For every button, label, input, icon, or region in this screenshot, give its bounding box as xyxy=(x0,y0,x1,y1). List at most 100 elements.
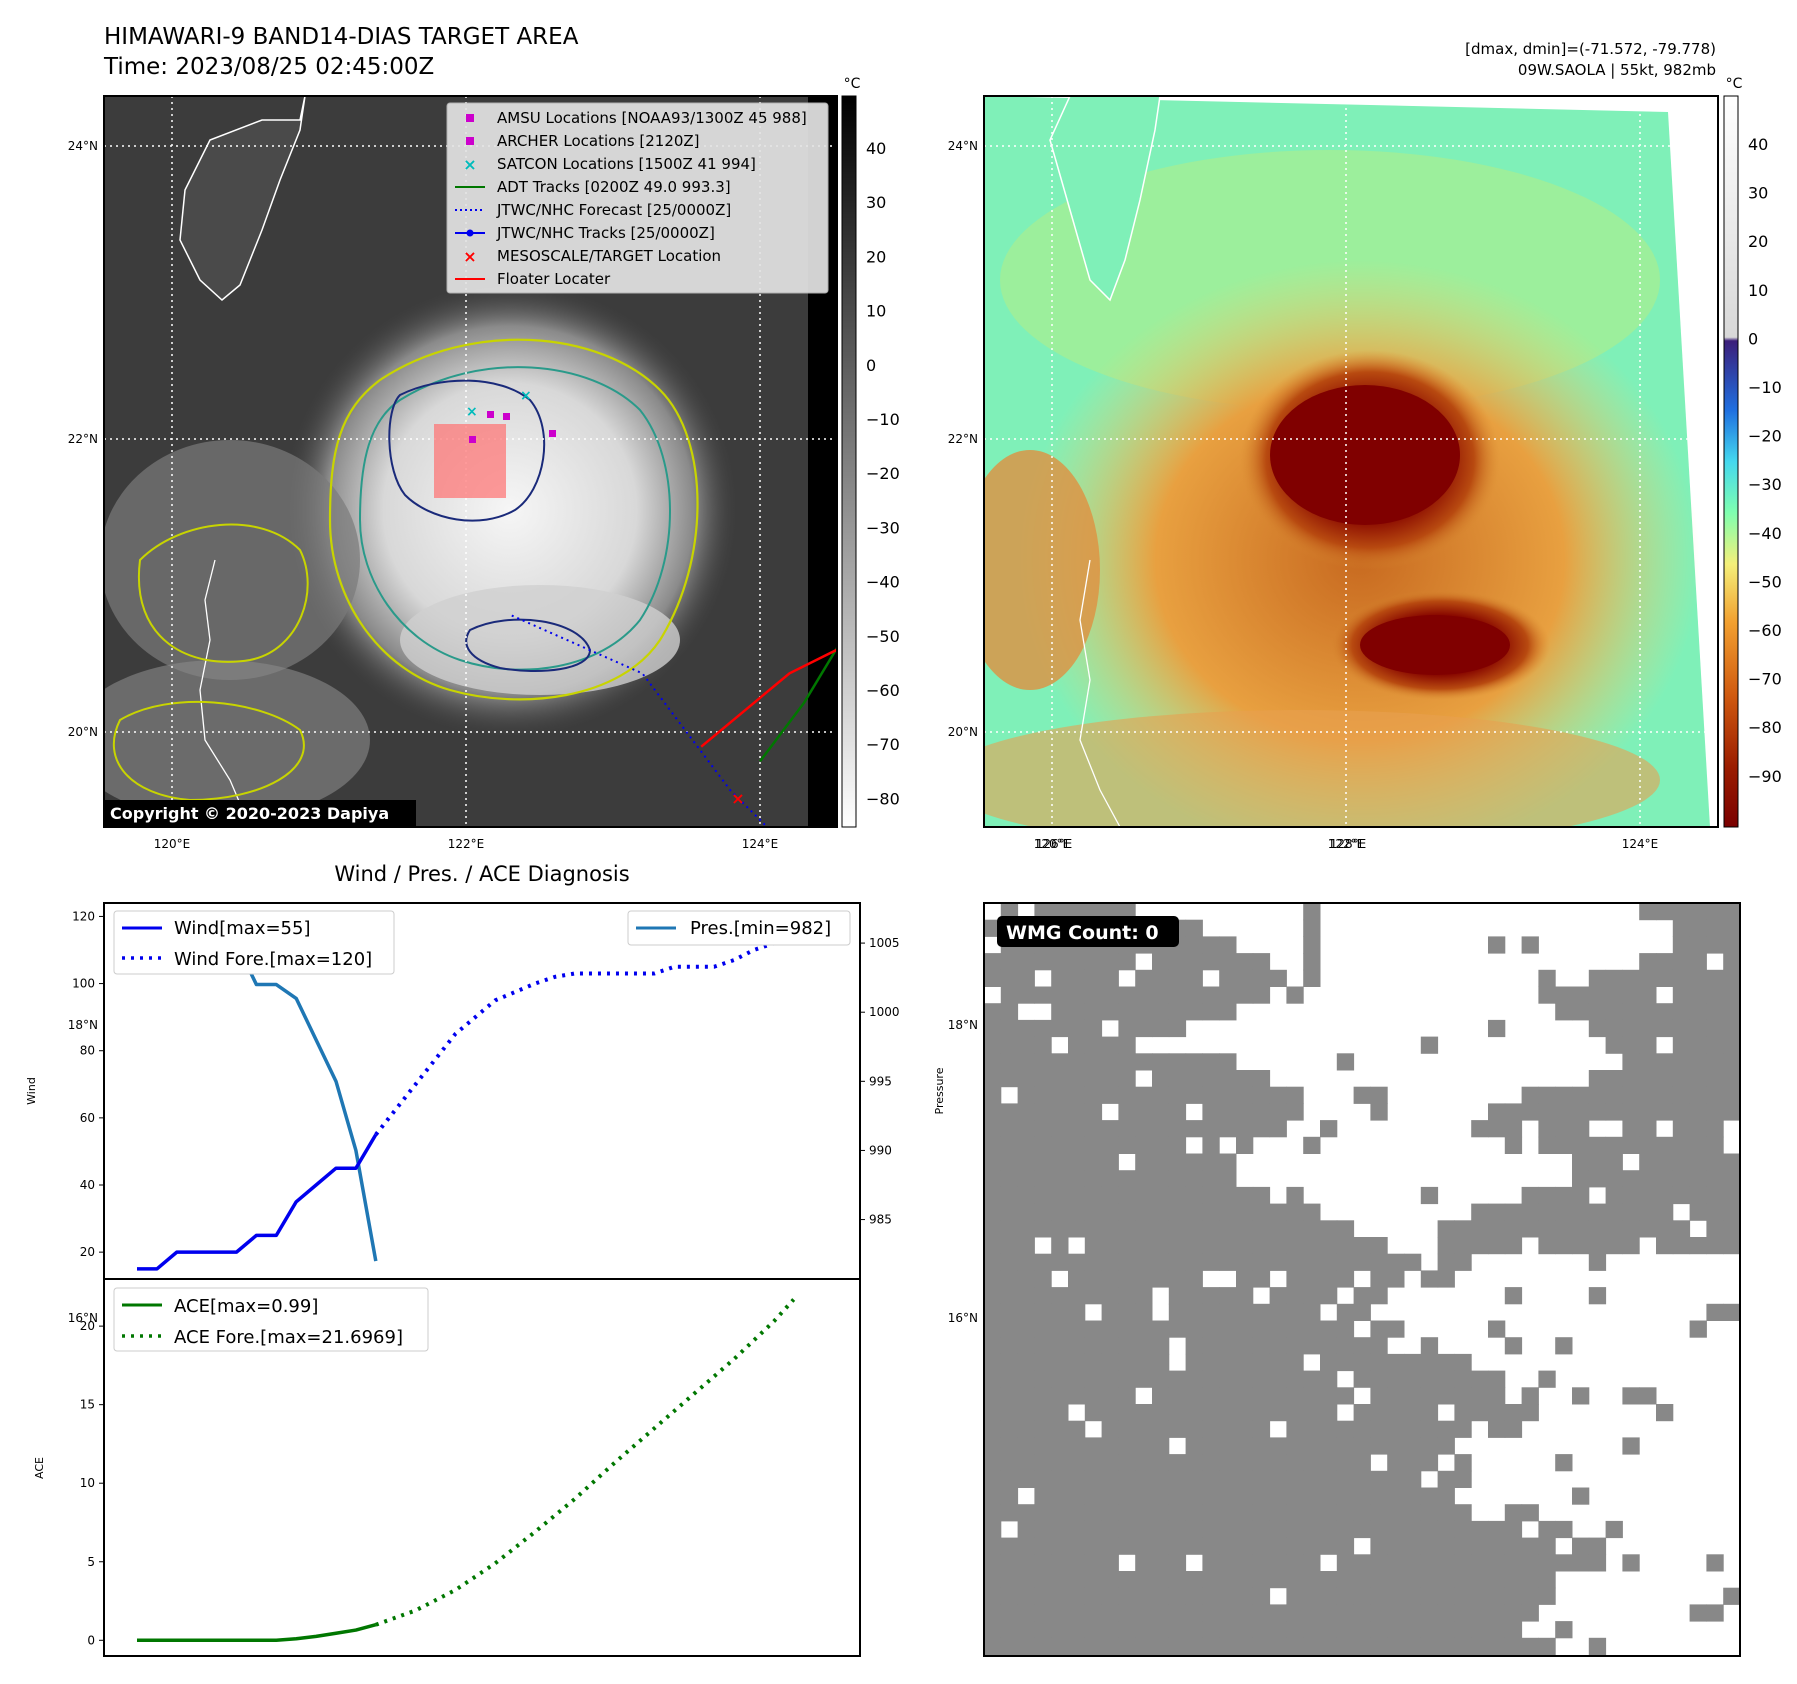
wmg-cell xyxy=(1185,1270,1203,1288)
wmg-cell xyxy=(1084,1270,1103,1288)
wmg-cell xyxy=(1336,1353,1355,1372)
colorbar-tick-label: −90 xyxy=(1748,767,1782,786)
wmg-cell xyxy=(1034,1504,1052,1522)
pressure-legend: Pres.[min=982] xyxy=(627,910,851,946)
wmg-cell xyxy=(1572,1136,1590,1154)
wmg-cell xyxy=(1202,1053,1220,1071)
wmg-cell xyxy=(1152,1404,1170,1422)
wmg-cell xyxy=(1320,1437,1338,1455)
wmg-cell xyxy=(1303,1554,1321,1572)
wmg-cell xyxy=(1672,953,1691,971)
wmg-cell xyxy=(1101,1237,1119,1255)
wmg-cell xyxy=(1672,1186,1691,1205)
wmg-cell xyxy=(1252,1203,1271,1221)
wmg-cell xyxy=(1084,1337,1103,1355)
wmg-cell xyxy=(1269,1404,1287,1422)
wmg-cell xyxy=(1370,1587,1388,1605)
wmg-cell xyxy=(984,1270,1002,1288)
wmg-cell xyxy=(1320,1604,1338,1622)
wmg-cell xyxy=(1672,986,1691,1004)
wmg-cell xyxy=(1370,1320,1388,1338)
wmg-cell xyxy=(1303,969,1321,987)
wmg-cell xyxy=(1454,1621,1472,1639)
wmg-cell xyxy=(1269,1086,1287,1104)
colorbar-tick-label: −40 xyxy=(866,573,900,592)
wmg-cell xyxy=(1555,1003,1573,1021)
wmg-cell xyxy=(1135,1571,1153,1589)
wmg-cell xyxy=(1084,1387,1103,1405)
wmg-cell xyxy=(1420,1353,1439,1372)
wmg-cell xyxy=(1269,1554,1287,1572)
wind-ytick-label: 100 xyxy=(72,977,95,991)
colorbar-tick-label: −60 xyxy=(866,681,900,700)
wmg-cell xyxy=(1219,986,1237,1004)
wmg-cell xyxy=(1236,969,1254,987)
wmg-cell xyxy=(1286,1303,1304,1321)
wmg-cell xyxy=(1269,1571,1287,1589)
wmg-cell xyxy=(1404,1487,1422,1505)
wmg-cell xyxy=(1286,1387,1304,1405)
wmg-cell xyxy=(1118,1637,1136,1655)
wmg-cell xyxy=(1639,986,1657,1004)
wmg-cell xyxy=(1387,1270,1405,1288)
wmg-cell xyxy=(1269,1303,1287,1321)
wmg-cell xyxy=(1084,1404,1103,1422)
wmg-cell xyxy=(1488,1103,1506,1121)
wmg-cell xyxy=(1639,969,1657,987)
wmg-cell xyxy=(1168,1186,1187,1205)
wmg-cell xyxy=(1252,1520,1271,1539)
wmg-cell xyxy=(1168,1170,1187,1188)
wmg-cell xyxy=(1000,1253,1019,1271)
wmg-cell xyxy=(1488,1203,1506,1221)
wmg-cell xyxy=(1706,1186,1724,1205)
wmg-cell xyxy=(1370,1470,1388,1488)
wmg-cell xyxy=(1488,1404,1506,1422)
wmg-cell xyxy=(984,1220,1002,1238)
wmg-cell xyxy=(1219,1237,1237,1255)
wmg-cell xyxy=(1068,1253,1086,1271)
wmg-cell xyxy=(1605,1186,1623,1205)
wmg-cell xyxy=(1101,1571,1119,1589)
wmg-cell xyxy=(1572,1103,1590,1121)
wmg-cell xyxy=(1236,1454,1254,1472)
wmg-cell xyxy=(1101,1053,1119,1071)
wmg-cell xyxy=(1219,1621,1237,1639)
wmg-cell xyxy=(1303,1287,1321,1305)
wmg-cell xyxy=(1118,1170,1136,1188)
wmg-cell xyxy=(1000,1353,1019,1372)
wmg-cell xyxy=(1504,1136,1523,1154)
wmg-cell xyxy=(1521,1604,1539,1622)
legend-marker: × xyxy=(463,155,476,174)
wmg-cell xyxy=(1135,1270,1153,1288)
wmg-cell xyxy=(1320,1237,1338,1255)
wmg-cell xyxy=(1101,1220,1119,1238)
wmg-cell xyxy=(1303,1303,1321,1321)
wmg-cell xyxy=(1538,1520,1556,1539)
wmg-cell xyxy=(984,1186,1002,1205)
wmg-cell xyxy=(1605,986,1623,1004)
wmg-cell xyxy=(984,1170,1002,1188)
legend-label: JTWC/NHC Forecast [25/0000Z] xyxy=(496,201,731,219)
wmg-cell xyxy=(1320,1270,1338,1288)
wmg-cell xyxy=(1118,1621,1136,1639)
wmg-cell xyxy=(1185,1337,1203,1355)
left-map-cloud-west xyxy=(104,440,360,680)
wmg-cell xyxy=(1252,1086,1271,1104)
wmg-cell xyxy=(1219,1437,1237,1455)
wmg-cell xyxy=(1320,1504,1338,1522)
wmg-cell xyxy=(1420,1036,1439,1054)
wmg-cell xyxy=(1639,1070,1657,1088)
wmg-cell xyxy=(1034,1287,1052,1305)
wmg-cell xyxy=(984,1404,1002,1422)
wmg-cell xyxy=(1152,986,1170,1004)
wmg-cell xyxy=(1152,1420,1170,1438)
wmg-cell xyxy=(1168,1587,1187,1605)
wmg-cell xyxy=(1118,1537,1136,1555)
wmg-cell xyxy=(1034,953,1052,971)
legend-marker-dot xyxy=(466,229,474,237)
jtwc-track-point xyxy=(933,787,940,794)
right-map-gridlines xyxy=(984,96,1717,827)
wmg-cell xyxy=(1168,1287,1187,1305)
wmg-cell xyxy=(1084,969,1103,987)
wmg-cell xyxy=(1252,1587,1271,1605)
